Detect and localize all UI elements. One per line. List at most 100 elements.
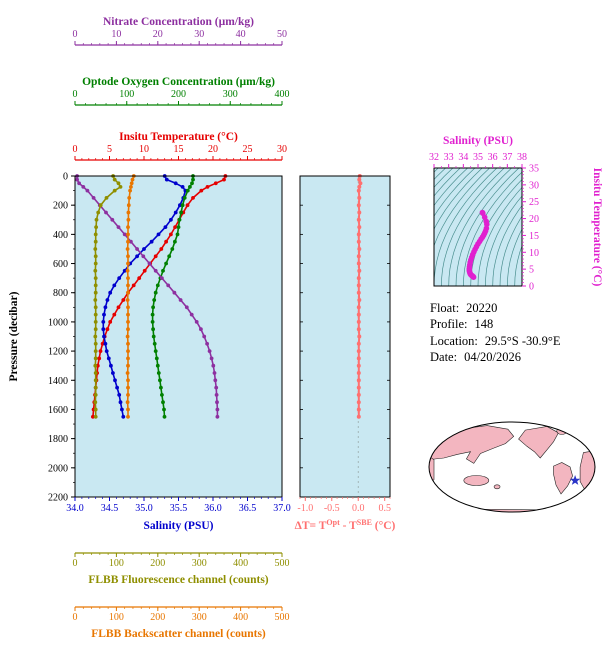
marker-dot <box>162 414 167 419</box>
marker-dot <box>93 407 98 412</box>
marker-dot <box>110 217 115 222</box>
marker-dot <box>178 203 182 208</box>
marker-dot <box>126 327 130 332</box>
backscatter-tick-label: 100 <box>109 612 124 623</box>
marker-dot <box>142 247 146 251</box>
marker-dot <box>150 312 155 317</box>
density-contour-line <box>434 168 468 207</box>
density-contour-line <box>448 168 512 286</box>
delta-t-border <box>299 175 391 498</box>
marker-dot <box>188 185 192 189</box>
marker-dot <box>127 196 132 200</box>
marker-dot <box>126 232 130 237</box>
marker-dot <box>356 371 361 375</box>
marker-dot <box>169 217 173 222</box>
marker-dot <box>356 327 361 332</box>
marker-dot <box>164 239 169 244</box>
series-salinity-markers <box>101 174 188 419</box>
marker-dot <box>175 232 180 237</box>
ts-diagram: 32 33 34 35 36 37 38 Salinity (PSU) 0 5 10 15 20 25 30… <box>429 135 603 293</box>
marker-dot <box>125 371 130 375</box>
marker-dot <box>112 188 117 193</box>
ts-x-tick-label: 35 <box>473 152 483 163</box>
marker-dot <box>102 312 106 317</box>
nitrate-tick-label: 0 <box>73 29 78 40</box>
nitrate-tick-label: 10 <box>111 29 121 40</box>
marker-dot <box>185 203 190 208</box>
marker-dot <box>122 268 127 273</box>
pressure-tick-label: 2200 <box>48 493 68 504</box>
ts-x-tick-label: 34 <box>458 152 468 163</box>
salinity-tick-label: 35.0 <box>135 503 153 514</box>
marker-dot <box>156 371 161 375</box>
pressure-tick-label: 1200 <box>48 347 68 358</box>
marker-dot <box>173 210 178 215</box>
marker-dot <box>98 349 103 353</box>
marker-dot <box>191 177 195 182</box>
ts-x-tick-label: 37 <box>502 152 512 163</box>
salinity-tick-label: 37.0 <box>273 503 291 514</box>
delta-t-tick-label: -1.0 <box>297 503 313 514</box>
info-float-label: Float: <box>430 301 460 315</box>
series-backscatter-markers <box>125 174 136 419</box>
marker-dot <box>91 196 96 200</box>
marker-dot <box>126 225 130 230</box>
marker-dot <box>93 378 98 383</box>
ts-y-tick-label: 20 <box>529 214 539 225</box>
marker-dot <box>222 177 226 182</box>
marker-dot <box>98 203 103 208</box>
island-new-zealand <box>493 484 501 490</box>
marker-dot <box>161 400 165 405</box>
marker-dot <box>178 298 183 302</box>
pressure-tick-label: 1000 <box>48 317 68 328</box>
pressure-tick-label: 1600 <box>48 405 68 416</box>
fluorescence-tick-label: 200 <box>150 558 165 569</box>
nitrate-tick-label: 50 <box>277 29 287 40</box>
delta-t-markers <box>356 174 363 419</box>
marker-dot <box>189 312 194 317</box>
marker-dot <box>357 268 362 273</box>
marker-dot <box>356 261 361 266</box>
oxygen-tick-label: 100 <box>119 89 134 100</box>
info-location: Location: 29.5°S -30.9°E <box>430 333 561 349</box>
marker-dot <box>125 247 130 251</box>
fluorescence-tick-label: 400 <box>233 558 248 569</box>
marker-dot <box>166 283 171 288</box>
marker-dot <box>164 261 169 266</box>
oxygen-axis-title: Optode Oxygen Concentration (µm/kg) <box>82 76 275 88</box>
marker-dot <box>129 185 133 189</box>
marker-dot <box>356 290 361 295</box>
ts-x-tick-label: 33 <box>444 152 454 163</box>
marker-dot <box>356 400 361 405</box>
marker-dot <box>93 261 98 266</box>
marker-dot <box>93 334 98 339</box>
marker-dot <box>126 305 130 310</box>
marker-dot <box>100 341 105 346</box>
marker-dot <box>129 181 134 186</box>
marker-dot <box>190 181 194 186</box>
backscatter-tick-label: 500 <box>275 612 290 623</box>
marker-dot <box>356 305 361 310</box>
oxygen-tick-label: 200 <box>171 89 186 100</box>
marker-dot <box>93 356 98 361</box>
info-profile-label: Profile: <box>430 317 468 332</box>
marker-dot <box>357 195 362 200</box>
density-contour-line <box>492 204 522 286</box>
marker-dot <box>93 290 98 295</box>
marker-dot <box>356 276 361 281</box>
marker-dot <box>152 298 157 302</box>
delta-t-tick-label: 0.5 <box>378 503 391 514</box>
marker-dot <box>191 196 195 200</box>
marker-dot <box>106 356 111 361</box>
marker-dot <box>179 210 184 215</box>
marker-dot <box>93 371 98 375</box>
info-float-value: 20220 <box>466 301 498 315</box>
salinity-axis-title: Salinity (PSU) <box>144 520 214 532</box>
marker-dot <box>118 185 123 189</box>
marker-dot <box>130 177 135 182</box>
marker-dot <box>93 400 98 405</box>
nitrate-tick-label: 30 <box>194 29 204 40</box>
ts-y-tick-label: 15 <box>529 231 539 242</box>
temperature-tick-label: 0 <box>73 144 78 155</box>
marker-dot <box>125 298 130 302</box>
